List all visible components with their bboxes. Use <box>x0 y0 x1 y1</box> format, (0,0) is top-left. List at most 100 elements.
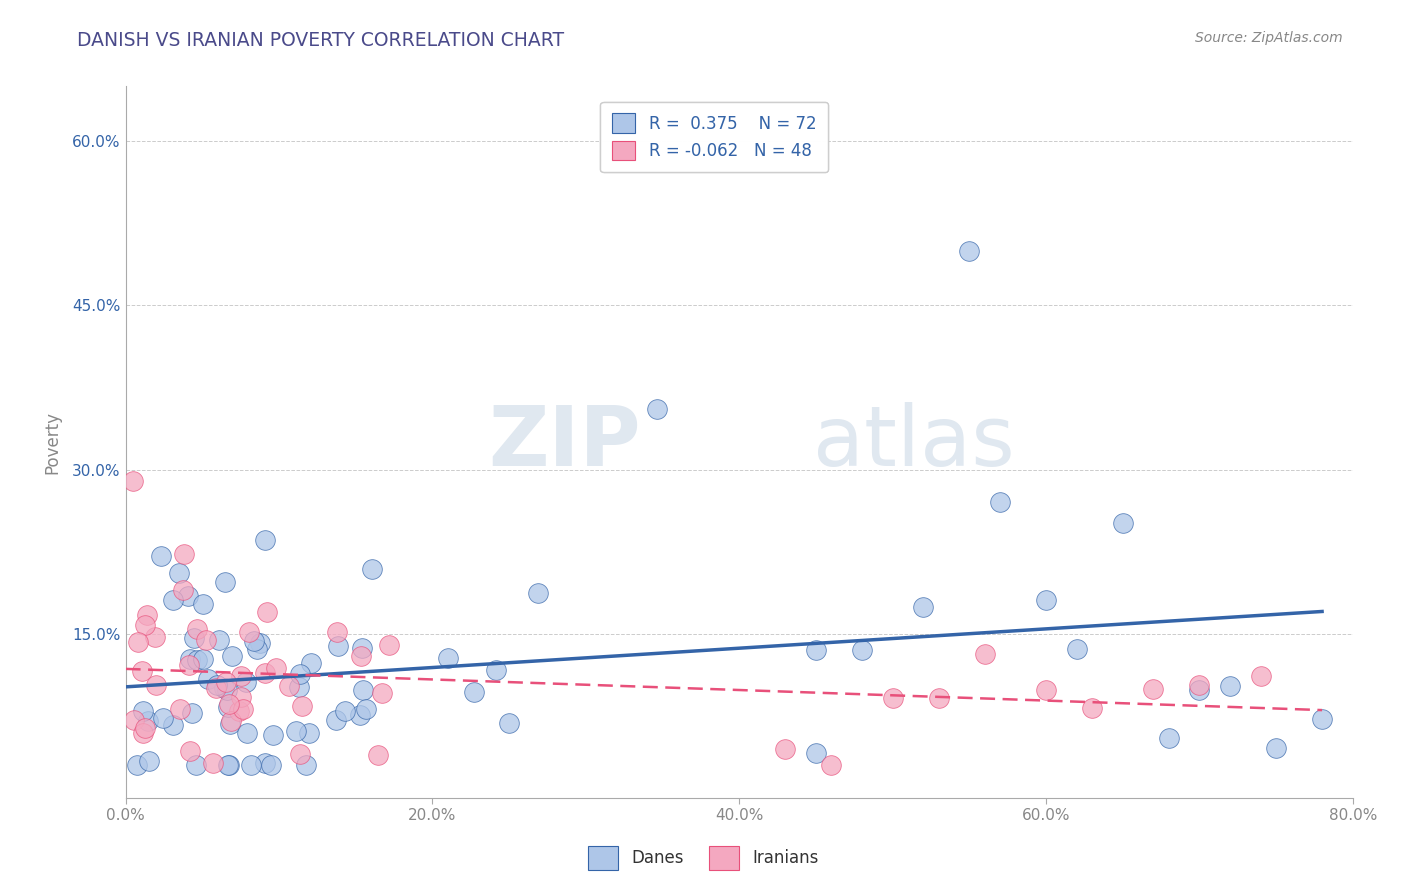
Point <box>804 642 827 657</box>
Point <box>197 672 219 686</box>
Point <box>143 631 166 645</box>
Text: Source: ZipAtlas.com: Source: ZipAtlas.com <box>1195 31 1343 45</box>
Point <box>333 704 356 718</box>
Point <box>217 758 239 772</box>
Point <box>1142 682 1164 697</box>
Point <box>259 758 281 772</box>
Point <box>176 589 198 603</box>
Text: ZIP: ZIP <box>488 401 641 483</box>
Point <box>1188 678 1211 692</box>
Point <box>299 656 322 670</box>
Point <box>928 690 950 705</box>
Point <box>350 648 373 663</box>
Point <box>645 402 668 417</box>
Point <box>957 244 980 258</box>
Point <box>231 668 253 682</box>
Point <box>138 754 160 768</box>
Point <box>350 640 373 655</box>
Point <box>195 632 218 647</box>
Point <box>172 582 194 597</box>
Point <box>1081 701 1104 715</box>
Point <box>1310 712 1333 726</box>
Point <box>181 706 204 720</box>
Point <box>205 681 228 695</box>
Legend: Danes, Iranians: Danes, Iranians <box>581 839 825 877</box>
Point <box>325 714 347 728</box>
Point <box>169 702 191 716</box>
Point <box>132 726 155 740</box>
Point <box>1219 679 1241 693</box>
Point <box>973 647 995 661</box>
Point <box>239 758 262 772</box>
Point <box>1250 669 1272 683</box>
Point <box>820 758 842 772</box>
Point <box>804 747 827 761</box>
Point <box>253 665 276 680</box>
Point <box>191 597 214 611</box>
Point <box>228 704 250 718</box>
Point <box>205 678 228 692</box>
Y-axis label: Poverty: Poverty <box>44 410 60 474</box>
Point <box>1035 683 1057 698</box>
Point <box>882 690 904 705</box>
Point <box>352 682 374 697</box>
Point <box>912 599 935 614</box>
Point <box>277 679 299 693</box>
Point <box>290 666 312 681</box>
Point <box>186 622 208 636</box>
Point <box>1111 516 1133 530</box>
Point <box>238 625 260 640</box>
Point <box>377 639 399 653</box>
Point <box>526 586 548 600</box>
Point <box>145 678 167 692</box>
Point <box>221 648 243 663</box>
Point <box>152 711 174 725</box>
Point <box>184 758 207 772</box>
Point <box>1035 592 1057 607</box>
Point <box>202 756 225 770</box>
Point <box>217 700 239 714</box>
Point <box>485 663 508 677</box>
Point <box>127 634 149 648</box>
Point <box>294 758 316 772</box>
Point <box>246 641 269 656</box>
Point <box>173 547 195 561</box>
Point <box>988 495 1011 509</box>
Point <box>162 718 184 732</box>
Point <box>437 650 460 665</box>
Point <box>326 640 349 654</box>
Point <box>851 643 873 657</box>
Point <box>215 674 238 689</box>
Point <box>212 681 235 696</box>
Point <box>498 715 520 730</box>
Point <box>291 699 314 714</box>
Point <box>463 684 485 698</box>
Point <box>179 658 201 673</box>
Point <box>167 566 190 580</box>
Point <box>215 682 238 697</box>
Point <box>179 744 201 758</box>
Point <box>262 728 284 742</box>
Point <box>186 653 208 667</box>
Point <box>1066 641 1088 656</box>
Point <box>284 724 307 739</box>
Point <box>1157 731 1180 745</box>
Point <box>218 697 240 711</box>
Text: atlas: atlas <box>813 401 1015 483</box>
Point <box>236 726 259 740</box>
Point <box>132 704 155 718</box>
Point <box>249 635 271 649</box>
Point <box>298 726 321 740</box>
Point <box>214 575 236 590</box>
Point <box>134 618 156 632</box>
Point <box>354 702 377 716</box>
Point <box>134 721 156 735</box>
Point <box>326 625 349 640</box>
Point <box>219 716 242 731</box>
Text: DANISH VS IRANIAN POVERTY CORRELATION CHART: DANISH VS IRANIAN POVERTY CORRELATION CH… <box>77 31 564 50</box>
Point <box>183 631 205 645</box>
Point <box>235 674 257 689</box>
Point <box>136 714 159 728</box>
Point <box>136 607 159 622</box>
Point <box>371 686 394 700</box>
